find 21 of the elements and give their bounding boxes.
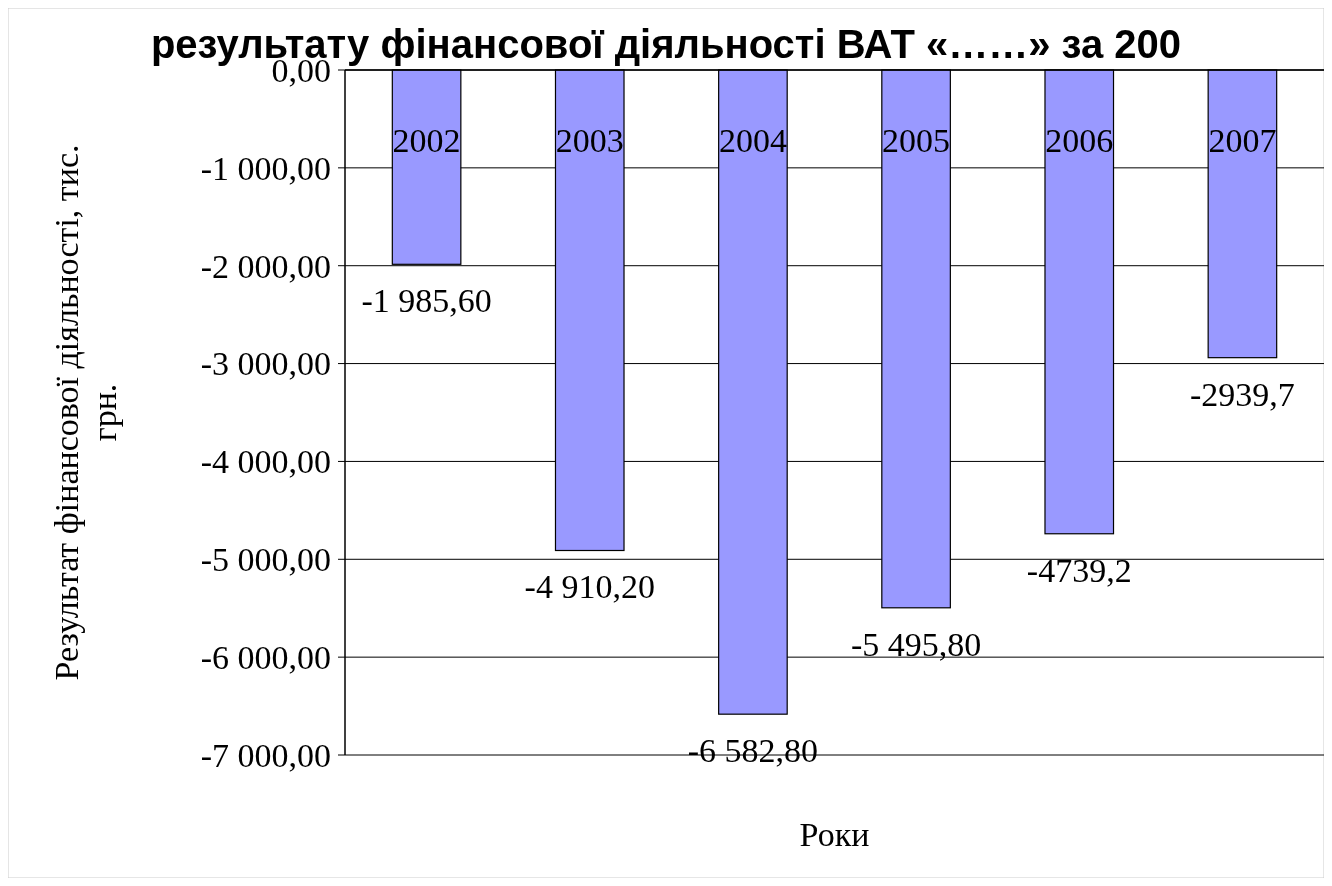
y-tick-label: -4 000,00 <box>200 443 331 481</box>
y-tick-label: -5 000,00 <box>200 541 331 579</box>
x-tick-label: 2007 <box>1208 122 1277 159</box>
x-tick-label: 2002 <box>392 122 461 159</box>
y-tick-label: -6 000,00 <box>200 639 331 677</box>
y-axis-title: Результат фінансової діяльності, тис. грн. <box>48 144 123 681</box>
y-tick-label: -1 000,00 <box>200 149 331 187</box>
y-tick-label: -3 000,00 <box>200 345 331 383</box>
data-label: -2939,7 <box>1190 375 1295 413</box>
x-tick-label: 2004 <box>718 122 787 159</box>
x-tick-label: 2003 <box>555 122 624 159</box>
x-axis-title: Роки <box>799 816 870 853</box>
data-label: -5 495,80 <box>850 625 982 663</box>
x-tick-label: 2006 <box>1045 122 1114 159</box>
data-label: -4 910,20 <box>524 568 655 606</box>
data-label: -1 985,60 <box>361 282 492 320</box>
y-tick-label: -7 000,00 <box>200 736 331 774</box>
data-label: -4739,2 <box>1026 551 1132 589</box>
data-label: -6 582,80 <box>687 732 819 770</box>
y-tick-label: -2 000,00 <box>200 247 331 285</box>
x-tick-label: 2005 <box>882 122 951 159</box>
